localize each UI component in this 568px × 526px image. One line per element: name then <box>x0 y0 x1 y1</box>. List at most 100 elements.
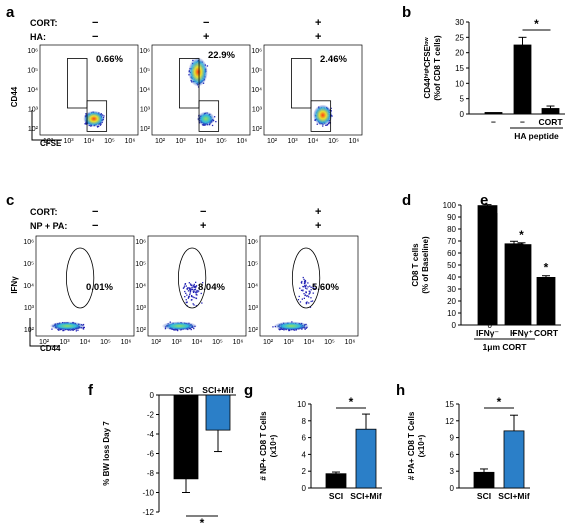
y-tick-label: 0 <box>452 321 457 330</box>
flow-event-dot <box>305 302 307 304</box>
a-xlabel: CFSE <box>40 139 62 148</box>
x-tick-label: 10⁵ <box>100 339 111 346</box>
panel-c: c CORT: NP + PA: − − + − + + 10²10²10³10… <box>6 192 359 353</box>
a-ha-sign-3: + <box>315 31 321 43</box>
y-tick-label: 20 <box>455 49 464 58</box>
y-tick-label: 5 <box>460 95 465 104</box>
y-tick-label: 10 <box>297 400 306 409</box>
bar-chart-g: g 0 2 4 6 8 10 # NP+ CD8 T Cells(x10⁴) SCI SCI+Mi… <box>244 382 382 501</box>
x-tick-label: 10² <box>267 138 278 145</box>
flow-event-dot <box>310 289 312 291</box>
flow-event-dot <box>195 305 197 307</box>
flow-event-dot <box>329 122 331 124</box>
flow-event-dot <box>322 125 324 127</box>
c-cort-row-label: CORT: <box>30 207 58 217</box>
x-tick-label: 10² <box>43 138 54 145</box>
flow-event-dot <box>201 302 203 304</box>
flow-event-dot <box>303 297 305 299</box>
x-tick-label: 10⁶ <box>121 339 132 346</box>
flow-plots-a: 10²10²10³10³10⁴10⁴10⁵10⁵10⁶10⁶10²10²10³1… <box>27 44 363 145</box>
x-tick-label: 10⁴ <box>192 339 203 346</box>
category-label: SCI+Mif <box>498 491 530 501</box>
a-cort-sign-1: − <box>92 17 98 29</box>
flow-event-dot <box>191 288 193 290</box>
y-tick-label: -10 <box>142 489 154 498</box>
flow-event-dot <box>307 286 309 288</box>
y-axis-label-line: # NP+ CD8 T Cells <box>259 411 268 481</box>
category-label: IFNγ⁺ <box>510 328 533 338</box>
panel-label-b: b <box>402 4 411 21</box>
flow-plot-frame <box>263 44 363 136</box>
y-tick-label: 70 <box>447 237 456 246</box>
flow-event-dot <box>202 282 204 284</box>
y-tick-label: 10³ <box>248 305 259 312</box>
y-tick-label: 6 <box>302 434 307 443</box>
y-tick-label: 10² <box>140 126 151 133</box>
flow-event-dot <box>84 123 86 125</box>
x-tick-label: 10⁴ <box>304 339 315 346</box>
c-percentage-2: 8.04% <box>198 282 225 293</box>
panel-label-c: c <box>6 192 14 209</box>
x-tick-label: 10⁶ <box>237 138 248 145</box>
flow-event-dot <box>304 279 307 282</box>
flow-event-dot <box>304 280 306 282</box>
x-tick-label: 10⁶ <box>125 138 136 145</box>
flow-event-dot <box>196 294 198 296</box>
category-label: CORT <box>538 117 563 127</box>
x-tick-label: 10³ <box>63 138 74 145</box>
y-axis-label-line: CD44ʰⁱᵍʰCFSEˡᵒʷ <box>423 37 432 99</box>
y-tick-label: 3 <box>450 467 455 476</box>
x-tick-label: 10² <box>155 138 166 145</box>
flow-event-dot <box>189 292 191 294</box>
flow-event-dot <box>194 286 196 288</box>
y-tick-label: 15 <box>445 400 454 409</box>
flow-event-dot <box>330 107 332 109</box>
category-label: − <box>520 117 525 127</box>
a-percentage-1: 0.66% <box>96 54 123 65</box>
flow-event-dot <box>75 330 77 332</box>
significance-star: * <box>534 17 539 31</box>
flow-density-core <box>273 321 309 331</box>
y-tick-label: 10⁵ <box>27 68 38 75</box>
y-tick-label: 10⁶ <box>251 48 262 55</box>
y-tick-label: 100 <box>443 201 457 210</box>
flow-event-dot <box>313 287 315 290</box>
flow-event-dot <box>307 282 309 284</box>
y-tick-label: 10⁵ <box>247 261 258 268</box>
flow-event-dot <box>184 296 186 298</box>
flow-plot-frame <box>259 235 359 337</box>
x-tick-label: 10⁵ <box>216 138 227 145</box>
x-tick-label: 10² <box>263 339 274 346</box>
flow-event-dot <box>188 295 190 297</box>
flow-plot-a2: 10² 10² 10³ 10³ 10⁴ 10⁴ 10⁵ 10⁵ 10⁶ 10⁶ <box>139 44 251 145</box>
flow-event-dot <box>62 329 64 332</box>
y-tick-label: 10⁴ <box>251 87 262 94</box>
flow-event-dot <box>214 116 216 118</box>
a-cort-sign-3: + <box>315 17 321 29</box>
flow-event-dot <box>189 290 192 293</box>
flow-event-dot <box>193 304 195 306</box>
y-tick-label: 10⁴ <box>139 87 150 94</box>
x-tick-label: 10⁴ <box>80 339 91 346</box>
flow-event-dot <box>192 290 194 292</box>
c-np-sign-3: + <box>315 220 321 232</box>
flow-event-dot <box>309 306 312 308</box>
y-tick-label: 20 <box>447 297 456 306</box>
x-tick-label: 10⁶ <box>349 138 360 145</box>
y-tick-label: 10³ <box>140 107 151 114</box>
a-percentage-2: 22.9% <box>208 50 235 61</box>
flow-event-dot <box>215 121 217 123</box>
flow-event-dot <box>190 328 192 331</box>
flow-event-dot <box>297 299 300 301</box>
flow-event-dot <box>195 292 197 294</box>
flow-event-dot <box>306 295 308 297</box>
y-tick-label: 10⁶ <box>139 48 150 55</box>
flow-event-dot <box>305 287 307 289</box>
gate-ellipse <box>291 247 321 309</box>
category-label: − <box>512 328 517 338</box>
y-tick-label: 80 <box>483 209 492 218</box>
bar-chart-e: e 0 20 40 60 80 IFNγ MFI(IFNγ⁺ CD8 T cells) − CO… <box>478 192 561 338</box>
y-tick-label: 10 <box>447 309 456 318</box>
flow-event-dot <box>188 282 190 284</box>
